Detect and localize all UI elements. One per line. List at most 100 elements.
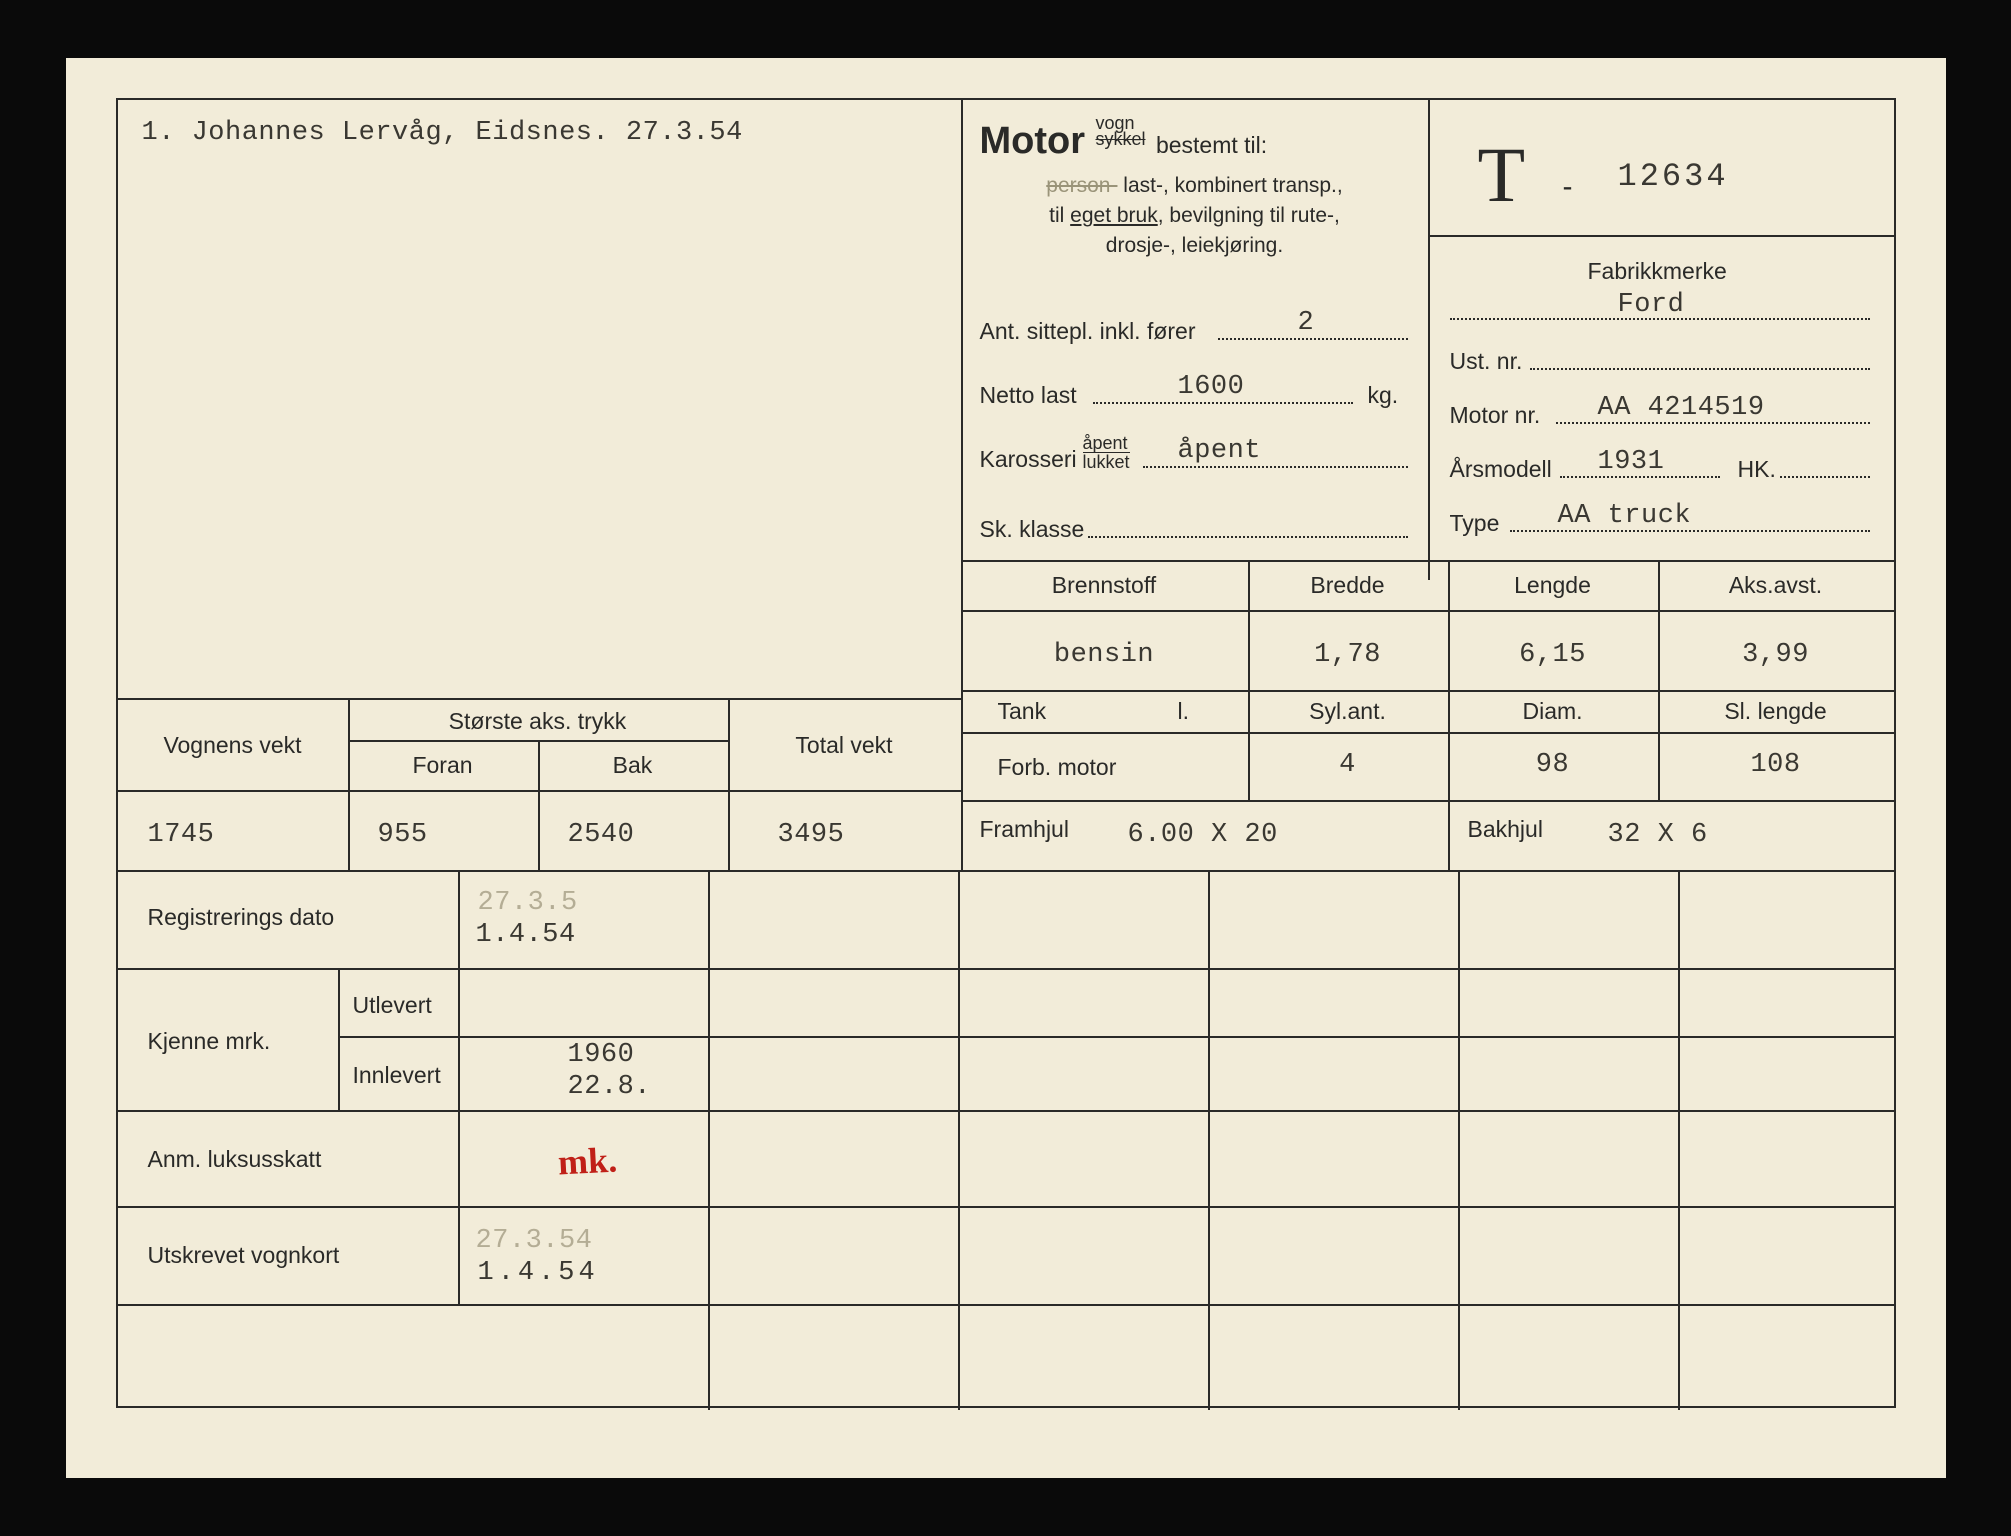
bg-h3 xyxy=(118,1206,1894,1208)
plate-under-line xyxy=(1428,235,1894,237)
foran-label: Foran xyxy=(348,752,538,779)
hdr-aksavst: Aks.avst. xyxy=(1658,572,1894,599)
rt-h1 xyxy=(961,560,1894,562)
bakhjul-val: 32 X 6 xyxy=(1608,820,1708,850)
bg-v1 xyxy=(708,870,710,1410)
fabrikkmerke-label: Fabrikkmerke xyxy=(1588,258,1727,285)
plate-letter: T xyxy=(1478,130,1526,220)
framhjul-label: Framhjul xyxy=(980,816,1069,843)
utskrevet-val: 1.4.54 xyxy=(478,1258,599,1288)
totalvekt-label: Total vekt xyxy=(728,732,961,759)
innlevert-val1: 1960 xyxy=(568,1040,635,1070)
hdr-brennstoff: Brennstoff xyxy=(961,572,1248,599)
rt-h5 xyxy=(961,800,1894,802)
rt-h4 xyxy=(961,732,1894,734)
bg-h1b xyxy=(338,1036,1894,1038)
motor-title: Motor xyxy=(980,120,1086,162)
hdr-tank-unit: l. xyxy=(1178,698,1190,725)
nettolast-val: 1600 xyxy=(1178,372,1245,402)
karosseri-label: Karosseri xyxy=(980,446,1077,473)
hdr-diam: Diam. xyxy=(1448,698,1658,725)
storste-label: Største aks. trykk xyxy=(348,708,728,735)
karosseri-line xyxy=(1143,466,1408,468)
drosje-text: drosje-, leiekjøring. xyxy=(1106,234,1283,257)
sittepl-line xyxy=(1218,338,1408,340)
sykkel-word: sykkel xyxy=(1095,129,1145,149)
plate-number: 12634 xyxy=(1618,158,1729,195)
innlevert-val2: 22.8. xyxy=(568,1072,652,1102)
hdr-sylant: Syl.ant. xyxy=(1248,698,1448,725)
sittepl-label: Ant. sittepl. inkl. fører xyxy=(980,318,1196,345)
eget-bruk: eget bruk xyxy=(1070,204,1158,227)
utlevert-label: Utlevert xyxy=(353,992,432,1019)
utskrevet-ghost: 27.3.54 xyxy=(476,1226,593,1256)
lt-top xyxy=(118,698,961,700)
bestemt-label: bestemt til: xyxy=(1156,132,1267,158)
til-text: til xyxy=(1049,204,1070,227)
rt-h2 xyxy=(961,610,1894,612)
sittepl-val: 2 xyxy=(1298,308,1315,338)
transp-text: last-, kombinert transp., xyxy=(1117,174,1342,197)
bevilgning-text: , bevilgning til rute-, xyxy=(1158,204,1340,227)
nettolast-line xyxy=(1093,402,1353,404)
type-label: Type xyxy=(1450,510,1500,537)
registration-card: 1. Johannes Lervåg, Eidsnes. 27.3.54 Mot… xyxy=(66,58,1946,1478)
nettolast-label: Netto last xyxy=(980,382,1077,409)
karosseri-val: åpent xyxy=(1178,436,1262,466)
bakhjul-label: Bakhjul xyxy=(1468,816,1543,843)
bg-v3 xyxy=(1208,870,1210,1410)
owner-line: 1. Johannes Lervåg, Eidsnes. 27.3.54 xyxy=(142,118,743,148)
nettolast-unit: kg. xyxy=(1368,382,1399,409)
sk-klasse-line xyxy=(1088,536,1408,538)
regdato-label: Registrerings dato xyxy=(148,904,335,931)
forbmotor-label: Forb. motor xyxy=(998,754,1117,781)
person-struck: person- xyxy=(1046,174,1117,197)
divider-main-v xyxy=(961,100,963,870)
anm-val: mk. xyxy=(556,1138,617,1183)
kjennemrk-label: Kjenne mrk. xyxy=(148,1028,271,1055)
hdr-bredde: Bredde xyxy=(1248,572,1448,599)
bg-v0 xyxy=(458,870,460,1304)
totalvekt-val: 3495 xyxy=(778,820,845,850)
vognensvekt-val: 1745 xyxy=(148,820,215,850)
val-sllengde: 108 xyxy=(1658,750,1894,780)
regdato-ghost: 27.3.5 xyxy=(478,888,578,918)
hk-label: HK. xyxy=(1738,456,1776,483)
hdr-tank: Tank xyxy=(998,698,1047,725)
bg-vA xyxy=(338,968,340,1110)
bg-v5 xyxy=(1678,870,1680,1410)
val-aksavst: 3,99 xyxy=(1658,640,1894,670)
arsmodell-val: 1931 xyxy=(1598,447,1665,477)
val-lengde: 6,15 xyxy=(1448,640,1658,670)
plate-dash: - xyxy=(1563,170,1573,204)
karosseri-lukket: lukket xyxy=(1083,452,1130,471)
motornr-val: AA 4214519 xyxy=(1598,393,1765,423)
hk-line xyxy=(1780,476,1870,478)
bg-h4 xyxy=(118,1304,1894,1306)
regdato-val: 1.4.54 xyxy=(476,920,576,950)
bak-val: 2540 xyxy=(568,820,635,850)
val-diam: 98 xyxy=(1448,750,1658,780)
ustnr-line xyxy=(1530,368,1870,370)
bg-v2 xyxy=(958,870,960,1410)
hdr-lengde: Lengde xyxy=(1448,572,1658,599)
ustnr-label: Ust. nr. xyxy=(1450,348,1523,375)
innlevert-label: Innlevert xyxy=(353,1062,441,1089)
sk-klasse-label: Sk. klasse xyxy=(980,516,1085,543)
type-val: AA truck xyxy=(1558,501,1692,531)
bg-h2 xyxy=(118,1110,1894,1112)
card-frame: 1. Johannes Lervåg, Eidsnes. 27.3.54 Mot… xyxy=(116,98,1896,1408)
rt-h6 xyxy=(118,870,1894,872)
vognensvekt-label: Vognens vekt xyxy=(118,732,348,759)
bg-h1 xyxy=(118,968,1894,970)
val-sylant: 4 xyxy=(1248,750,1448,780)
val-brennstoff: bensin xyxy=(961,640,1248,670)
bg-v4 xyxy=(1458,870,1460,1410)
rt-h3 xyxy=(961,690,1894,692)
arsmodell-label: Årsmodell xyxy=(1450,456,1552,483)
motornr-label: Motor nr. xyxy=(1450,402,1541,429)
bak-label: Bak xyxy=(538,752,728,779)
framhjul-val: 6.00 X 20 xyxy=(1128,820,1278,850)
lt-v3 xyxy=(728,698,730,870)
hdr-sllengde: Sl. lengde xyxy=(1658,698,1894,725)
